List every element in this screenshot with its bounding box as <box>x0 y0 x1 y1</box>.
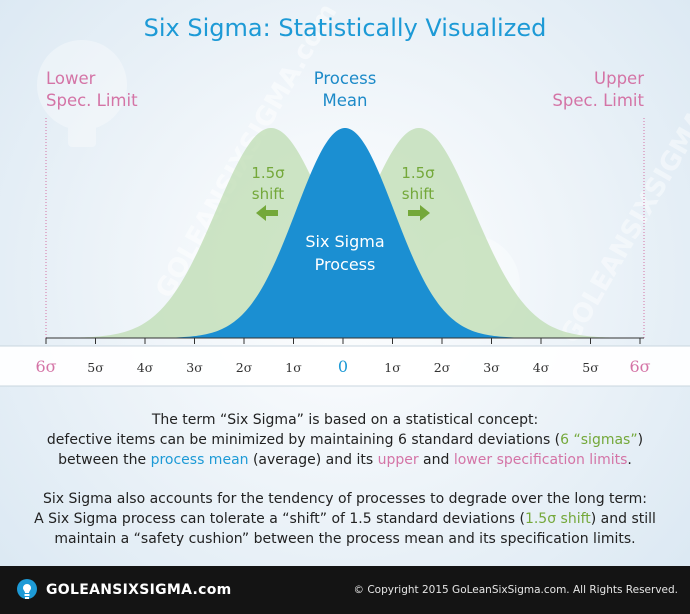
lower-spec-limit-label: Lower Spec. Limit <box>46 69 138 110</box>
page-title: Six Sigma: Statistically Visualized <box>143 14 547 42</box>
scale-label: 1σ <box>384 360 401 375</box>
scale-label: 5σ <box>582 360 599 375</box>
scale-label: 2σ <box>236 360 253 375</box>
process-mean-label: Process Mean <box>313 69 377 110</box>
upper-spec-limit-label: Upper Spec. Limit <box>552 69 644 110</box>
right-shifted-curve <box>46 128 644 338</box>
six-sigma-process-label-line2: Process <box>315 255 376 274</box>
description-paragraph-2: Six Sigma also accounts for the tendency… <box>34 491 656 547</box>
scale-label: 6σ <box>35 357 56 376</box>
scale-label: 3σ <box>186 360 203 375</box>
distribution-chart: GOLEANSIXSIGMA.com GOLEANSIXSIGMA.com 6σ… <box>0 0 690 387</box>
scale-label: 1σ <box>285 360 302 375</box>
lightbulb-watermark-icon <box>37 40 127 147</box>
right-shift-label-line1: 1.5σ <box>401 164 435 182</box>
lightbulb-logo-icon <box>17 579 37 599</box>
footer-logo-text[interactable]: GOLEANSIXSIGMA.com <box>46 582 232 598</box>
copyright-text: © Copyright 2015 GoLeanSixSigma.com. All… <box>353 584 678 596</box>
scale-label: 4σ <box>533 360 550 375</box>
description-paragraph-1: The term “Six Sigma” is based on a stati… <box>46 412 644 468</box>
scale-labels: 6σ 5σ 4σ 3σ 2σ 1σ 0 1σ 2σ 3σ 4σ 5σ 6σ <box>35 357 650 376</box>
six-sigma-process-curve <box>46 128 644 338</box>
footer: GOLEANSIXSIGMA.com © Copyright 2015 GoLe… <box>0 566 690 614</box>
six-sigma-process-label-line1: Six Sigma <box>305 232 384 251</box>
scale-label: 2σ <box>434 360 451 375</box>
left-shifted-curve <box>46 128 644 338</box>
left-shift-label-line2: shift <box>252 185 285 203</box>
scale-label: 0 <box>338 357 348 376</box>
left-arrow-icon <box>256 205 278 221</box>
scale-label: 5σ <box>87 360 104 375</box>
left-shift-label-line1: 1.5σ <box>251 164 285 182</box>
scale-label: 6σ <box>629 357 650 376</box>
right-shift-label-line2: shift <box>402 185 435 203</box>
right-arrow-icon <box>408 205 430 221</box>
scale-label: 3σ <box>483 360 500 375</box>
scale-label: 4σ <box>137 360 154 375</box>
scale-strip <box>0 346 690 386</box>
axis-ticks <box>45 338 641 344</box>
